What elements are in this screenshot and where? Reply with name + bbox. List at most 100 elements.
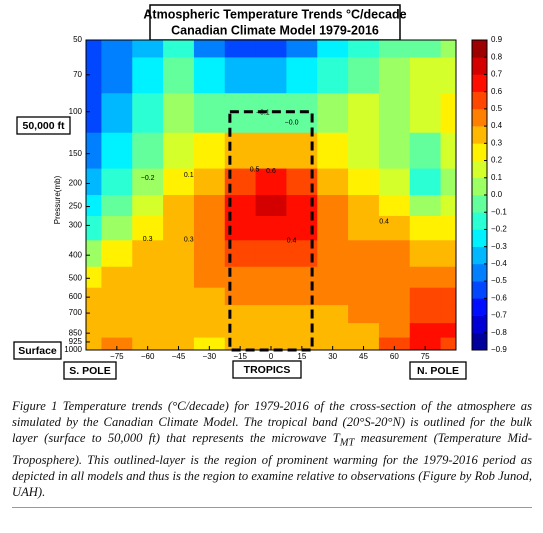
- field-cell: [348, 168, 380, 196]
- divider: [12, 507, 532, 508]
- field-cell: [409, 305, 442, 324]
- field-cell: [317, 132, 349, 170]
- field-cell: [317, 168, 349, 196]
- field-cell: [255, 240, 287, 268]
- field-cell: [86, 266, 102, 289]
- field-cell: [224, 40, 257, 58]
- colorbar-swatch: [472, 332, 487, 351]
- field-cell: [348, 215, 380, 241]
- y-tick-label: 50: [73, 35, 82, 44]
- field-cell: [348, 287, 380, 306]
- annotation: N. POLE: [417, 365, 459, 377]
- colorbar-swatch: [472, 108, 487, 127]
- colorbar-swatch: [472, 212, 487, 230]
- field-cell: [224, 266, 257, 289]
- caption-symbol: T: [332, 431, 340, 445]
- annotation: S. POLE: [69, 365, 110, 377]
- field-cell: [378, 305, 411, 324]
- field-cell: [132, 323, 164, 339]
- field-cell: [255, 57, 287, 94]
- colorbar-swatch: [472, 263, 487, 282]
- contour-label: −0.0: [285, 119, 299, 126]
- colorbar-swatch: [472, 143, 487, 161]
- title-box: [149, 4, 401, 41]
- field-cell: [440, 345, 457, 351]
- field-cell: [224, 195, 257, 217]
- colorbar-tick-label: −0.9: [491, 345, 507, 354]
- field-cell: [317, 57, 349, 94]
- field-cell: [348, 93, 380, 134]
- field-cell: [440, 168, 457, 196]
- contour-label: 0.1: [184, 172, 194, 179]
- field-cell: [163, 305, 195, 324]
- field-cell: [255, 323, 287, 339]
- tropical-band: [228, 110, 314, 352]
- colorbar-tick-label: −0.5: [491, 276, 507, 285]
- field-cell: [163, 195, 195, 217]
- field-cell: [409, 93, 442, 134]
- field-cell: [193, 337, 226, 347]
- contour-label: 0.4: [379, 219, 389, 226]
- field-cell: [378, 323, 411, 339]
- field-cell: [255, 266, 287, 289]
- contour-label: 0.4: [287, 238, 297, 245]
- field-cell: [286, 40, 318, 58]
- y-axis-label: Pressure(mb): [53, 175, 62, 224]
- field-cell: [440, 195, 457, 217]
- y-tick-label: 850: [69, 328, 83, 337]
- field-cell: [132, 195, 164, 217]
- field-cell: [440, 57, 457, 94]
- field-cell: [193, 240, 226, 268]
- y-tick-label: 700: [69, 308, 83, 317]
- field-cell: [440, 266, 457, 289]
- field-cell: [86, 305, 102, 324]
- field-cell: [193, 57, 226, 94]
- field-cell: [286, 93, 318, 134]
- field-cell: [224, 287, 257, 306]
- caption-text: measurement (Temperature Mid-Troposphere…: [12, 431, 532, 499]
- colorbar-tick-label: 0.0: [491, 190, 503, 199]
- colorbar-tick-label: 0.5: [491, 104, 503, 113]
- field-cell: [86, 287, 102, 306]
- field-cell: [101, 305, 133, 324]
- field-cell: [378, 266, 411, 289]
- colorbar-tick-label: 0.4: [491, 121, 503, 130]
- colorbar-tick-label: −0.1: [491, 207, 507, 216]
- field-cell: [163, 40, 195, 58]
- contour-label: 0.6: [266, 168, 276, 175]
- field-cell: [163, 132, 195, 170]
- field-cell: [224, 305, 257, 324]
- field-cell: [163, 168, 195, 196]
- field-cell: [163, 240, 195, 268]
- annotation: 50,000 ft: [22, 120, 65, 132]
- colorbar-swatch: [472, 315, 487, 334]
- caption-subscript: MT: [339, 437, 355, 449]
- chart: Atmospheric Temperature Trends °C/decade…: [13, 4, 507, 380]
- field-cell: [86, 132, 102, 170]
- annotation-box: [16, 116, 71, 135]
- colorbar-tick-label: 0.1: [491, 173, 503, 182]
- annotation-box: [63, 361, 117, 380]
- field-cell: [348, 266, 380, 289]
- field-cell: [163, 215, 195, 241]
- colorbar-swatch: [472, 160, 487, 179]
- annotation-box: [409, 361, 467, 380]
- field-cell: [86, 345, 102, 351]
- field-cell: [409, 132, 442, 170]
- field-cell: [101, 132, 133, 170]
- field-cell: [101, 266, 133, 289]
- colorbar-swatch: [472, 177, 487, 196]
- field-cell: [86, 93, 102, 134]
- contour-label: 0.5: [250, 166, 260, 173]
- y-tick-label: 250: [69, 202, 83, 211]
- field-cell: [378, 168, 411, 196]
- field-cell: [132, 40, 164, 58]
- field-cell: [193, 195, 226, 217]
- field-cell: [132, 305, 164, 324]
- colorbar-swatch: [472, 229, 487, 247]
- field-cell: [255, 337, 287, 347]
- field-cell: [378, 93, 411, 134]
- field-cell: [440, 337, 457, 347]
- field-cell: [409, 40, 442, 58]
- field-cell: [440, 240, 457, 268]
